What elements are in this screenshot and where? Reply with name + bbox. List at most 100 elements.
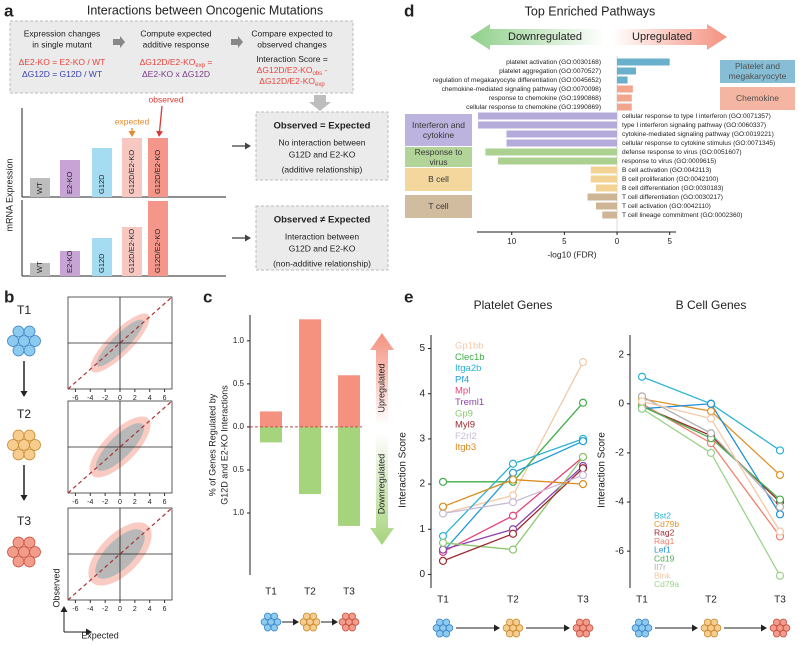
marker-label: expected — [115, 116, 150, 126]
cell-icon — [342, 624, 350, 632]
bar-label: defense response to virus (GO:0051607) — [622, 149, 742, 156]
y-axis-label: Interaction Score — [398, 432, 409, 508]
cell-icon — [23, 325, 36, 338]
step-heading: observed changes — [257, 39, 326, 49]
point — [578, 398, 588, 407]
point — [508, 511, 518, 520]
point — [578, 464, 588, 473]
panel-label: d — [404, 1, 414, 20]
point — [578, 437, 588, 446]
bar-label: B cell proliferation (GO:0042100) — [622, 176, 718, 183]
formula: ΔG12D/E2-KOexp — [259, 76, 325, 87]
formula-part: ΔG12D/E2-KO — [257, 65, 313, 75]
x-tick-label: 10 — [507, 237, 516, 246]
legend-label: Cd79a — [654, 579, 679, 589]
point — [775, 446, 785, 455]
legend-label: Myl9 — [455, 420, 475, 431]
y-tick-label: 5 — [419, 343, 425, 354]
point — [508, 529, 518, 538]
schematic-bar — [92, 238, 112, 276]
bar-label: cellular response to type I interferon (… — [622, 113, 771, 120]
point — [508, 491, 518, 500]
legend-label: Clec1b — [455, 352, 485, 363]
y-axis-label: Interaction Score — [597, 432, 608, 508]
bar — [299, 426, 321, 495]
result-text: (additive relationship) — [282, 164, 363, 174]
cell-icon — [260, 618, 269, 626]
direction-arrow — [612, 24, 727, 50]
x-tick-label: 0 — [118, 499, 122, 506]
schematic-bar — [122, 138, 142, 197]
bar-label: B cell activation (GO:0042113) — [622, 167, 711, 174]
point — [438, 545, 448, 554]
arrow-head — [20, 495, 28, 501]
schematic-bar-label: G12D/E2-KO — [127, 229, 136, 273]
formula-part: Interaction Score = — [256, 54, 328, 64]
cell-icon — [512, 618, 520, 626]
legend-label: Pf4 — [455, 374, 469, 385]
cell-icon — [512, 630, 520, 638]
x-tick-label: 6 — [163, 395, 167, 402]
formula-part: ΔG12D = G12D / WT — [22, 69, 102, 79]
time-label: T2 — [17, 407, 31, 421]
bar — [506, 139, 618, 147]
schematic-bar-label: E2-KO — [65, 250, 74, 273]
point — [775, 527, 785, 536]
schematic-bar — [148, 201, 168, 276]
formula: ΔG12D = G12D / WT — [22, 69, 102, 79]
legend-label: Blnk — [654, 570, 671, 580]
bar — [260, 411, 282, 427]
x-tick-label: -6 — [72, 499, 78, 506]
cell-icon — [7, 546, 19, 558]
formula-part: - — [322, 65, 327, 75]
step-heading: additive response — [143, 39, 210, 49]
cell-icon — [338, 618, 347, 626]
cell-icon — [515, 624, 524, 632]
x-tick-label: 4 — [148, 499, 152, 506]
x-tick-label: 4 — [148, 606, 152, 613]
y-tick-label: 1.0 — [233, 336, 245, 345]
schematic-bar — [60, 251, 80, 276]
cell-icon — [644, 624, 653, 632]
cell-icon — [303, 612, 311, 620]
bar-label: T cell lineage commitment (GO:0002360) — [622, 212, 742, 219]
cell-icon — [700, 624, 709, 632]
cell-icon — [7, 439, 19, 451]
cell-icon — [436, 618, 444, 626]
cell-icon — [710, 630, 718, 638]
x-tick-label: T2 — [507, 595, 519, 606]
bar — [590, 166, 618, 174]
step-arrow — [231, 36, 243, 48]
group-label: Interferon and cytokine — [405, 113, 472, 146]
cell-icon — [641, 618, 649, 626]
point — [706, 407, 716, 416]
bar — [506, 130, 618, 138]
cell-icon — [432, 624, 441, 632]
schematic-bar — [148, 138, 168, 197]
bar — [617, 58, 670, 66]
y-tick-label: 2 — [618, 349, 624, 360]
cell-icon — [18, 439, 30, 451]
cell-icon — [506, 618, 514, 626]
cell-icon — [704, 618, 712, 626]
x-tick-label: T3 — [577, 595, 589, 606]
y-tick-label: 1.0 — [233, 508, 245, 517]
schematic-bar — [30, 178, 50, 197]
bar — [498, 157, 618, 165]
formula-subscript: obs — [312, 71, 322, 77]
formula-subscript: exp — [315, 82, 325, 88]
group-label: Response to virus — [405, 146, 472, 167]
cell-icon — [299, 618, 308, 626]
time-label: T3 — [17, 514, 31, 528]
x-tick-label: -2 — [102, 606, 108, 613]
bar-label: T cell activation (GO:0042110) — [622, 203, 711, 210]
legend-label: Cd79b — [654, 519, 679, 529]
schematic-bar — [60, 160, 80, 197]
schematic-bar — [92, 148, 112, 197]
bar-label: T cell differentiation (GO:0030217) — [622, 194, 723, 201]
cell-icon — [7, 335, 19, 347]
cell-icon — [23, 429, 36, 442]
point — [706, 429, 716, 438]
bar — [602, 211, 618, 219]
cell-icon — [442, 630, 450, 638]
